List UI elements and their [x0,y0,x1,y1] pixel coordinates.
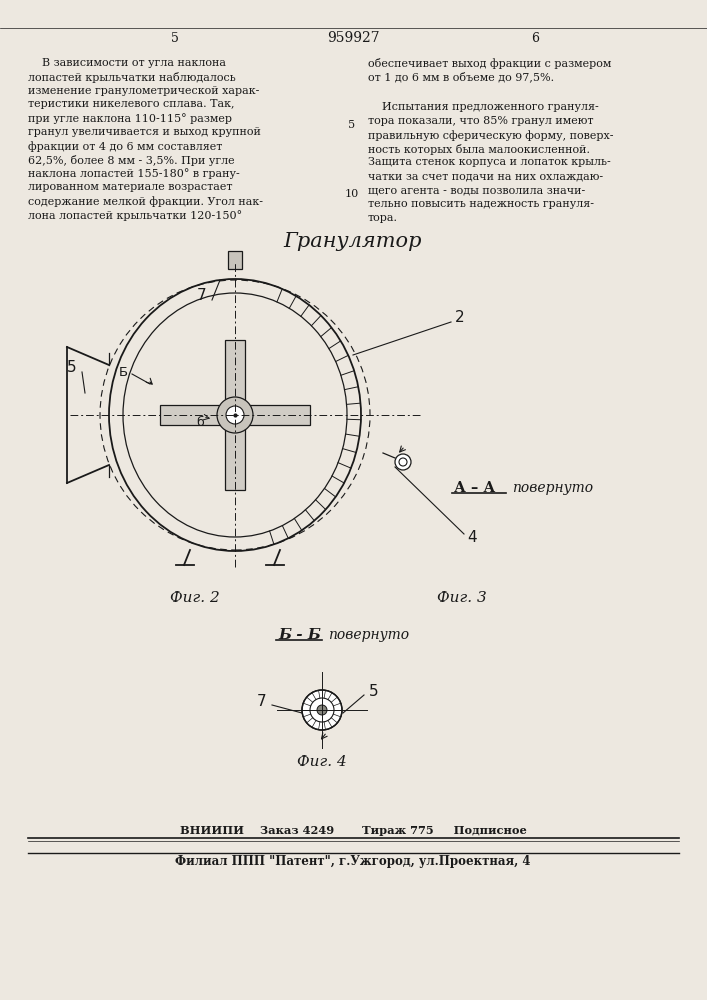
Text: 4: 4 [467,530,477,546]
Text: Фиг. 2: Фиг. 2 [170,591,220,605]
Text: 5: 5 [369,684,379,700]
Text: А – А: А – А [454,481,495,495]
Text: лопастей крыльчатки наблюдалось: лопастей крыльчатки наблюдалось [28,72,235,83]
Text: б: б [196,416,204,430]
Text: 5: 5 [171,31,179,44]
Circle shape [217,397,253,433]
Text: Фиг. 3: Фиг. 3 [437,591,487,605]
Text: 5: 5 [349,120,356,130]
Text: повернуто: повернуто [328,628,409,642]
Text: фракции от 4 до 6 мм составляет: фракции от 4 до 6 мм составляет [28,141,223,152]
Text: лона лопастей крыльчатки 120-150°: лона лопастей крыльчатки 120-150° [28,210,242,221]
Text: Б - Б: Б - Б [278,628,321,642]
Text: Б: Б [119,365,127,378]
Text: правильную сферическую форму, поверх-: правильную сферическую форму, поверх- [368,130,614,141]
Circle shape [226,406,244,424]
Text: 959927: 959927 [327,31,380,45]
Bar [225,340,245,405]
Text: 10: 10 [345,189,359,199]
Circle shape [317,705,327,715]
Text: В зависимости от угла наклона: В зависимости от угла наклона [28,58,226,68]
Text: при угле наклона 110-115° размер: при угле наклона 110-115° размер [28,113,232,124]
Text: содержание мелкой фракции. Угол нак-: содержание мелкой фракции. Угол нак- [28,196,263,207]
Text: наклона лопастей 155-180° в грану-: наклона лопастей 155-180° в грану- [28,168,240,179]
Text: чатки за счет подачи на них охлаждаю-: чатки за счет подачи на них охлаждаю- [368,171,603,181]
Text: ВНИИПИ    Заказ 4249       Тираж 775     Подписное: ВНИИПИ Заказ 4249 Тираж 775 Подписное [180,824,527,836]
Text: 5: 5 [67,360,77,375]
Bar [225,425,245,490]
Circle shape [395,454,411,470]
Text: 7: 7 [257,694,267,710]
Text: Фиг. 4: Фиг. 4 [297,755,347,769]
Text: Защита стенок корпуса и лопаток крыль-: Защита стенок корпуса и лопаток крыль- [368,157,611,167]
Text: щего агента - воды позволила значи-: щего агента - воды позволила значи- [368,185,585,195]
Bar [160,405,225,425]
Text: Филиал ППП "Патент", г.Ужгород, ул.Проектная, 4: Филиал ППП "Патент", г.Ужгород, ул.Проек… [175,856,531,868]
Text: ность которых была малоокисленной.: ность которых была малоокисленной. [368,144,590,155]
Text: Испытания предложенного грануля-: Испытания предложенного грануля- [368,102,599,112]
Text: тельно повысить надежность грануля-: тельно повысить надежность грануля- [368,199,594,209]
Text: изменение гранулометрической харак-: изменение гранулометрической харак- [28,86,259,96]
Text: тора.: тора. [368,213,398,223]
Bar [228,251,242,269]
Text: от 1 до 6 мм в объеме до 97,5%.: от 1 до 6 мм в объеме до 97,5%. [368,72,554,83]
Text: 6: 6 [531,31,539,44]
Text: Гранулятор: Гранулятор [284,232,422,251]
Text: гранул увеличивается и выход крупной: гранул увеличивается и выход крупной [28,127,261,137]
Text: 2: 2 [455,310,464,326]
Circle shape [310,698,334,722]
Text: теристики никелевого сплава. Так,: теристики никелевого сплава. Так, [28,99,235,109]
Text: тора показали, что 85% гранул имеют: тора показали, что 85% гранул имеют [368,116,593,126]
Text: лированном материале возрастает: лированном материале возрастает [28,182,233,192]
Text: обеспечивает выход фракции с размером: обеспечивает выход фракции с размером [368,58,612,69]
Circle shape [302,690,342,730]
Bar [245,405,310,425]
Text: повернуто: повернуто [512,481,593,495]
Text: 62,5%, более 8 мм - 3,5%. При угле: 62,5%, более 8 мм - 3,5%. При угле [28,155,235,166]
Text: 7: 7 [197,288,207,304]
